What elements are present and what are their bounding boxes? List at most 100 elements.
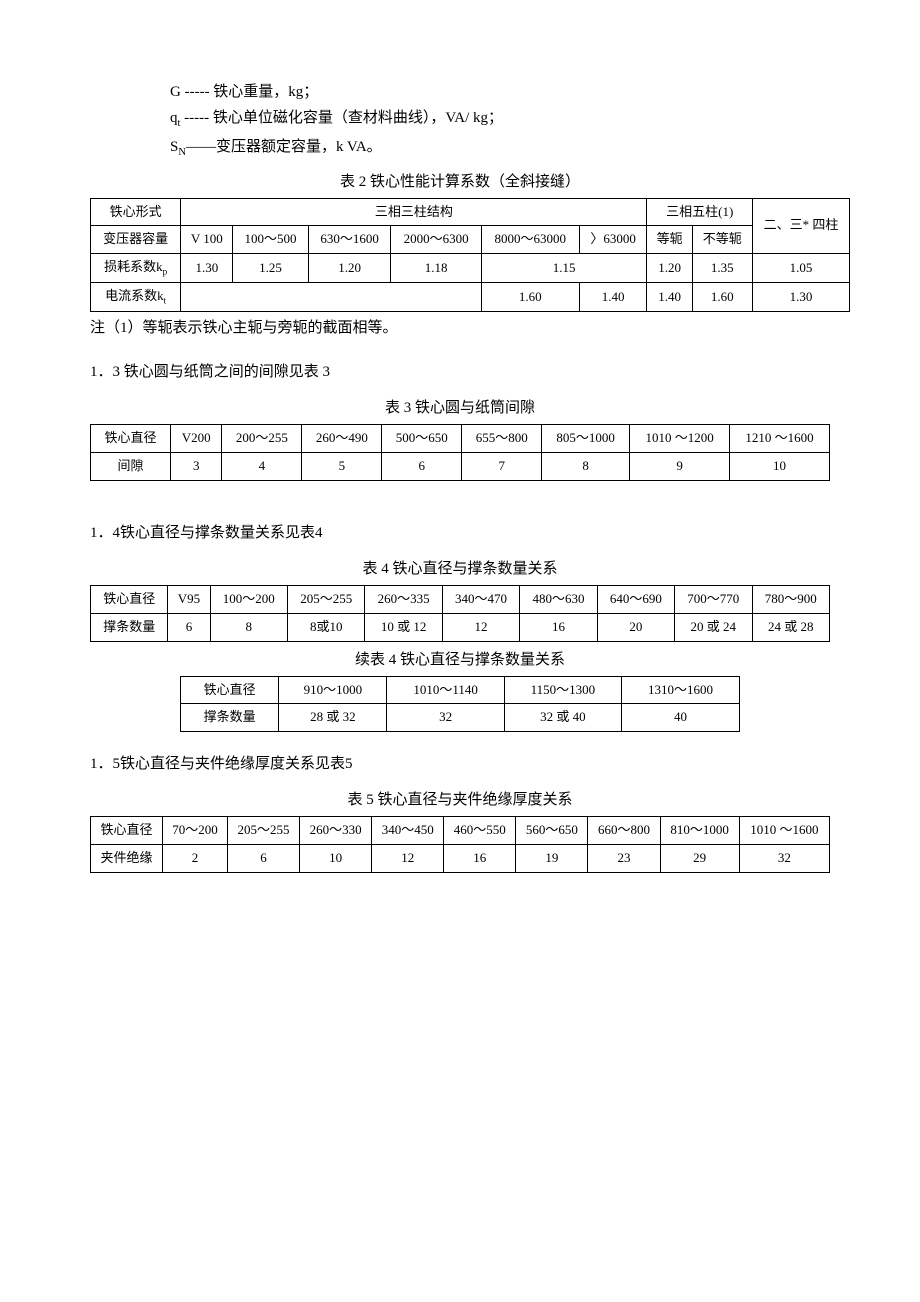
t2-row1-label: 损耗系数kp (91, 254, 181, 283)
cell: 夹件绝缘 (91, 845, 163, 873)
table-row: 夹件绝缘 2 6 10 12 16 19 23 29 32 (91, 845, 830, 873)
cell-empty (181, 283, 481, 312)
cell: V200 (170, 425, 222, 453)
table3-caption: 表 3 铁心圆与纸筒间隙 (90, 396, 830, 420)
cell: 铁心直径 (91, 586, 168, 614)
cell: 1.18 (391, 254, 481, 283)
cell: 16 (520, 613, 597, 641)
table2-note: 注（1）等轭表示铁心主轭与旁轭的截面相等。 (90, 316, 830, 340)
table-row: 撑条数量 6 8 8或10 10 或 12 12 16 20 20 或 24 2… (91, 613, 830, 641)
cell: 等轭 (647, 226, 692, 254)
cell: 6 (227, 845, 299, 873)
cell: 810～1000 (660, 817, 739, 845)
cell: 9 (630, 453, 730, 481)
cell: 20 (597, 613, 674, 641)
cell: 撑条数量 (91, 613, 168, 641)
cell: 340～450 (372, 817, 444, 845)
cell: 640～690 (597, 586, 674, 614)
cell: 70～200 (163, 817, 228, 845)
cell: 40 (621, 704, 739, 732)
table-row: 铁心形式 三相三柱结构 三相五柱(1) 二、三* 四柱 (91, 198, 850, 226)
section-1-5: 1．5铁心直径与夹件绝缘厚度关系见表5 (90, 752, 830, 776)
cell: 260～335 (365, 586, 442, 614)
table4: 铁心直径 V95 100～200 205～255 260～335 340～470… (90, 585, 830, 642)
cell: 29 (660, 845, 739, 873)
def-sn: SN——变压器额定容量，k VA。 (170, 135, 830, 162)
cell: V95 (168, 586, 210, 614)
table3: 铁心直径 V200 200～255 260～490 500～650 655～80… (90, 424, 830, 481)
cell: 1.25 (233, 254, 308, 283)
cell: 8 (210, 613, 287, 641)
cell: 1010 ～1600 (739, 817, 829, 845)
cell: 间隙 (91, 453, 171, 481)
cell: 撑条数量 (181, 704, 279, 732)
lbl: 电流系数k (105, 288, 164, 303)
cell: 1.30 (752, 283, 849, 312)
cell: 8 (542, 453, 630, 481)
cell: 260～330 (300, 817, 372, 845)
cell: 805～1000 (542, 425, 630, 453)
cell: 32 (387, 704, 504, 732)
cell: 500～650 (382, 425, 462, 453)
table-row: 铁心直径 70～200 205～255 260～330 340～450 460～… (91, 817, 830, 845)
cell: 1.15 (481, 254, 647, 283)
cell: 560～650 (516, 817, 588, 845)
cell: 2000～6300 (391, 226, 481, 254)
cell: V 100 (181, 226, 233, 254)
cell: 1.20 (308, 254, 391, 283)
cell: 铁心直径 (91, 425, 171, 453)
cell: 〉63000 (579, 226, 647, 254)
table4b: 铁心直径 910～1000 1010～1140 1150～1300 1310～1… (180, 676, 740, 733)
cell: 不等轭 (692, 226, 752, 254)
t2-h-single: 二、三* 四柱 (752, 198, 849, 254)
def-g: G ----- 铁心重量，kg； (170, 80, 830, 104)
cell: 19 (516, 845, 588, 873)
cell: 2 (163, 845, 228, 873)
t2-h-35: 三相五柱(1) (647, 198, 752, 226)
cell: 12 (442, 613, 519, 641)
cell: 460～550 (444, 817, 516, 845)
cell: 1.30 (181, 254, 233, 283)
cell: 3 (170, 453, 222, 481)
cell: 1010 ～1200 (630, 425, 730, 453)
sub: t (164, 296, 167, 306)
cell: 700～770 (675, 586, 752, 614)
cell: 4 (222, 453, 302, 481)
section-1-4: 1．4铁心直径与撑条数量关系见表4 (90, 521, 830, 545)
cell: 1.60 (481, 283, 579, 312)
table-row: 间隙 3 4 5 6 7 8 9 10 (91, 453, 830, 481)
cell: 铁心直径 (181, 676, 279, 704)
def-sn-sub: N (178, 147, 186, 158)
table4-caption: 表 4 铁心直径与撑条数量关系 (90, 557, 830, 581)
section-1-3: 1．3 铁心圆与纸筒之间的间隙见表 3 (90, 360, 830, 384)
cell: 铁心直径 (91, 817, 163, 845)
cell: 1.35 (692, 254, 752, 283)
cell: 20 或 24 (675, 613, 752, 641)
cell: 23 (588, 845, 660, 873)
sub: p (163, 267, 168, 277)
cell: 100～200 (210, 586, 287, 614)
table4b-caption: 续表 4 铁心直径与撑条数量关系 (90, 648, 830, 672)
table-row: 损耗系数kp 1.30 1.25 1.20 1.18 1.15 1.20 1.3… (91, 254, 850, 283)
cell: 660～800 (588, 817, 660, 845)
def-sn-post: ——变压器额定容量，k VA。 (186, 139, 382, 155)
cell: 480～630 (520, 586, 597, 614)
def-qt-pre: q (170, 110, 178, 126)
def-qt-post: ----- 铁心单位磁化容量（查材料曲线），VA/ kg； (180, 110, 503, 126)
cell: 10 (300, 845, 372, 873)
cell: 200～255 (222, 425, 302, 453)
def-qt: qt ----- 铁心单位磁化容量（查材料曲线），VA/ kg； (170, 106, 830, 133)
table-row: 撑条数量 28 或 32 32 32 或 40 40 (181, 704, 740, 732)
cell: 340～470 (442, 586, 519, 614)
cell: 205～255 (287, 586, 364, 614)
cell: 8或10 (287, 613, 364, 641)
cell: 655～800 (462, 425, 542, 453)
lbl: 损耗系数k (104, 259, 163, 274)
cell: 260～490 (302, 425, 382, 453)
table-row: 电流系数kt 1.60 1.40 1.40 1.60 1.30 (91, 283, 850, 312)
cell: 32 或 40 (504, 704, 621, 732)
cell: 630～1600 (308, 226, 391, 254)
t2-h-33: 三相三柱结构 (181, 198, 647, 226)
cell: 1.20 (647, 254, 692, 283)
cell: 10 (730, 453, 830, 481)
